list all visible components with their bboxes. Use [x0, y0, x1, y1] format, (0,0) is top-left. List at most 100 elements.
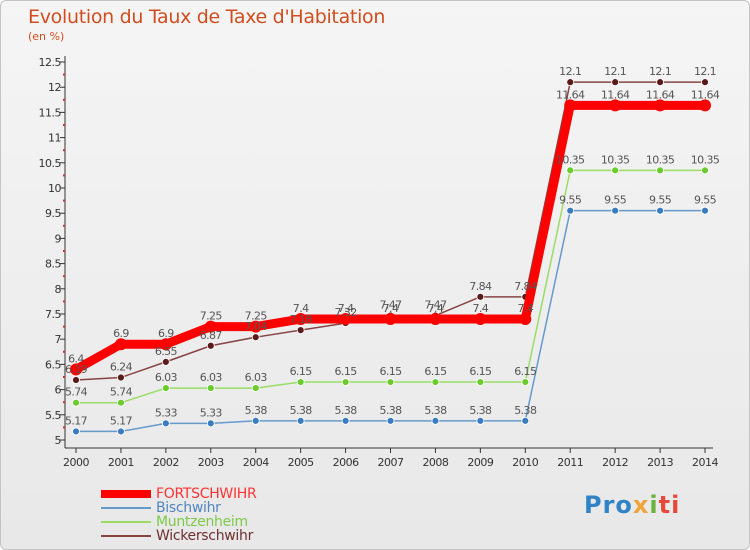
data-label-muntzenheim: 10.35 [601, 153, 630, 166]
data-point-fortschwihr [339, 313, 352, 326]
data-point-muntzenheim [701, 166, 709, 175]
data-label-muntzenheim: 6.15 [514, 365, 537, 378]
data-point-muntzenheim [566, 166, 575, 175]
data-point-wickerschwihr [117, 373, 125, 382]
data-label-bischwihr: 5.17 [65, 414, 88, 427]
legend-item-bischwihr: Bischwihr [101, 500, 301, 516]
data-label-muntzenheim: 10.35 [556, 153, 585, 166]
data-label-wickerschwihr: 12.1 [694, 65, 716, 78]
data-label-wickerschwihr: 6.24 [110, 361, 133, 374]
proxiti-logo: Proxiti [584, 491, 680, 519]
data-point-fortschwihr [294, 313, 307, 326]
data-point-fortschwihr [699, 99, 712, 112]
data-point-wickerschwihr [296, 326, 305, 335]
data-point-fortschwihr [474, 313, 487, 326]
x-tick-label: 2002 [153, 456, 179, 469]
x-tick-label: 2013 [647, 456, 673, 469]
data-label-bischwihr: 5.38 [379, 404, 402, 417]
data-label-muntzenheim: 6.03 [200, 371, 223, 384]
y-tick-label: 7 [55, 333, 62, 346]
data-point-bischwihr [701, 206, 709, 215]
y-tick-label: 8 [55, 283, 62, 296]
y-minor-tick [63, 275, 65, 278]
x-tick-label: 2005 [288, 456, 314, 469]
data-label-wickerschwihr: 6.55 [155, 345, 178, 358]
data-point-bischwihr [521, 416, 530, 425]
data-point-muntzenheim [206, 384, 215, 392]
chart-unit-label: (en %) [28, 30, 65, 43]
data-point-fortschwihr [249, 320, 262, 333]
logo-part-2: x [632, 491, 650, 519]
data-label-bischwihr: 9.55 [604, 194, 627, 207]
y-minor-tick [63, 350, 65, 353]
data-point-bischwihr [296, 416, 305, 425]
data-label-muntzenheim: 6.15 [469, 365, 492, 378]
y-minor-tick [63, 98, 65, 101]
data-point-wickerschwihr [611, 78, 620, 87]
data-point-muntzenheim [72, 398, 80, 407]
legend-swatch [101, 507, 151, 509]
y-minor-tick [63, 73, 65, 76]
data-point-fortschwihr [204, 320, 217, 333]
data-point-muntzenheim [476, 378, 485, 386]
data-point-bischwihr [161, 419, 170, 428]
data-label-fortschwihr: 7.4 [338, 302, 354, 315]
legend-label: FORTSCHWIHR [156, 486, 257, 502]
data-label-bischwihr: 5.17 [110, 414, 133, 427]
data-point-muntzenheim [251, 384, 260, 392]
y-minor-tick [63, 401, 65, 404]
data-label-muntzenheim: 6.15 [424, 365, 447, 378]
x-tick-label: 2008 [422, 456, 448, 469]
x-tick-label: 2007 [378, 456, 404, 469]
y-tick-label: 6.5 [45, 358, 61, 371]
data-point-wickerschwihr [476, 292, 485, 301]
logo-part-4: ti [658, 491, 681, 519]
data-label-muntzenheim: 6.15 [379, 365, 402, 378]
y-minor-tick [63, 376, 65, 378]
logo-part-3: i [649, 491, 659, 519]
data-label-bischwihr: 5.38 [424, 404, 447, 417]
legend: FORTSCHWIHR Bischwihr Muntzenheim Wickersch… [101, 486, 301, 544]
data-point-fortschwihr [384, 313, 397, 326]
x-tick-label: 2012 [602, 456, 628, 469]
data-label-fortschwihr: 7.25 [245, 310, 268, 323]
data-label-wickerschwihr: 7.18 [290, 313, 313, 326]
data-label-muntzenheim: 10.35 [691, 153, 720, 166]
data-label-fortschwihr: 11.64 [601, 88, 630, 101]
y-tick-label: 5 [55, 434, 62, 447]
y-tick-label: 8.5 [45, 258, 61, 271]
x-tick-label: 2003 [198, 456, 224, 469]
y-tick-label: 9.5 [45, 207, 61, 220]
data-label-wickerschwihr: 12.1 [559, 65, 581, 78]
data-label-fortschwihr: 7.4 [383, 302, 399, 315]
data-point-bischwihr [656, 206, 664, 215]
data-label-bischwihr: 5.33 [200, 406, 223, 419]
data-label-fortschwihr: 7.25 [200, 310, 223, 323]
data-label-wickerschwihr: 7.47 [424, 299, 447, 312]
data-label-wickerschwihr: 12.1 [604, 65, 626, 78]
data-point-wickerschwihr [161, 357, 170, 366]
y-tick-label: 12.5 [39, 56, 62, 69]
y-minor-tick [63, 300, 65, 303]
data-label-fortschwihr: 7.4 [293, 302, 309, 315]
legend-swatch [101, 490, 151, 498]
data-label-fortschwihr: 6.9 [113, 327, 129, 340]
data-label-wickerschwihr: 12.1 [649, 65, 671, 78]
y-minor-tick [63, 199, 65, 202]
data-label-bischwihr: 5.38 [290, 404, 313, 417]
legend-label: Bischwihr [156, 500, 221, 516]
y-tick-label: 5.5 [45, 409, 61, 422]
data-label-fortschwihr: 6.4 [68, 352, 84, 365]
data-label-bischwihr: 9.55 [649, 194, 672, 207]
x-tick-label: 2000 [63, 456, 89, 469]
data-label-wickerschwihr: 6.19 [65, 363, 88, 376]
data-point-muntzenheim [611, 166, 620, 175]
y-tick-label: 6 [55, 384, 62, 397]
data-point-fortschwihr [654, 99, 667, 112]
data-label-bischwihr: 5.38 [469, 404, 492, 417]
data-point-muntzenheim [431, 378, 440, 386]
data-point-bischwihr [117, 427, 125, 436]
data-point-bischwihr [476, 416, 485, 425]
